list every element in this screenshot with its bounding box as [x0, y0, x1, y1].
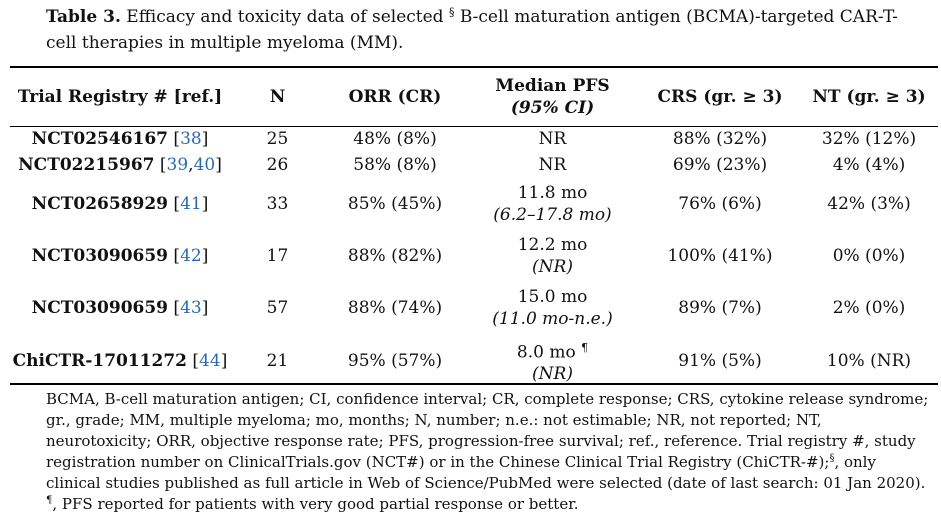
header-nt: NT (gr. ≥ 3): [812, 87, 926, 107]
caption-label: Table 3.: [46, 7, 121, 27]
reference-link[interactable]: 41: [180, 194, 202, 214]
cell-trial: NCT03090659 [43]: [10, 282, 230, 334]
trial-id: NCT02546167: [31, 129, 169, 149]
reference-link[interactable]: 44: [199, 351, 221, 371]
table-body: NCT02546167 [38] 25 48% (8%) NR 88% (32%) 32%…: [10, 126, 938, 388]
cell-orr: 88% (74%): [347, 298, 443, 318]
cell-trial: ChiCTR-17011272 [44]: [10, 334, 230, 388]
header-crs: CRS (gr. ≥ 3): [657, 87, 783, 107]
pfs-pilcrow-mark: ¶: [581, 340, 589, 354]
reference-link[interactable]: 39: [166, 155, 189, 175]
header-pfs: Median PFS (95% CI): [465, 68, 640, 126]
footnote-selection-note: , only clinical studies published as ful…: [46, 453, 926, 492]
cell-nt: 10% (NR): [826, 351, 912, 371]
header-row: Trial Registry # [ref.] N ORR (CR) Media…: [10, 68, 938, 126]
footnote-pfs-note: , PFS reported for patients with very go…: [52, 495, 579, 513]
efficacy-table: Trial Registry # [ref.] N ORR (CR) Media…: [10, 68, 938, 388]
footnote-section-mark: §: [829, 453, 835, 464]
cell-pfs: NR: [465, 126, 640, 152]
footnote-abbreviations: BCMA, B-cell maturation antigen; CI, con…: [46, 390, 929, 471]
pfs-median: NR: [538, 129, 567, 149]
cell-orr: 95% (57%): [347, 351, 443, 371]
cell-orr: 88% (82%): [347, 246, 443, 266]
cell-pfs: 11.8 mo (6.2–17.8 mo): [465, 178, 640, 230]
table-row: NCT03090659 [43] 57 88% (74%) 15.0 mo (11.0 …: [10, 282, 938, 334]
table-bottom-rule: [10, 383, 938, 385]
header-n: N: [269, 87, 286, 107]
reference-link[interactable]: 43: [180, 298, 202, 318]
cell-pfs: 12.2 mo (NR): [465, 230, 640, 282]
cell-n: 25: [266, 129, 289, 149]
trial-id: NCT02215967: [18, 155, 155, 175]
trial-ref: [44]: [187, 351, 228, 371]
cell-trial: NCT02215967 [39,40]: [10, 152, 230, 178]
cell-pfs: 15.0 mo (11.0 mo-n.e.): [465, 282, 640, 334]
cell-n: 26: [266, 155, 289, 175]
caption-text-after: B-cell maturation antigen (BCMA)-targete…: [46, 7, 898, 53]
caption-text-before: Efficacy and toxicity data of selected: [126, 7, 444, 27]
trial-ref: [41]: [168, 194, 209, 214]
trial-id: NCT03090659: [31, 246, 169, 266]
pfs-median: NR: [538, 155, 567, 175]
header-pfs-line2: (95% CI): [510, 98, 595, 118]
cell-crs: 89% (7%): [678, 298, 762, 318]
table-top-rule: [10, 66, 938, 68]
cell-nt: 42% (3%): [827, 194, 911, 214]
footnote-pilcrow-mark: ¶: [46, 495, 53, 506]
pfs-median: 11.8 mo: [517, 183, 588, 203]
table-row: NCT02546167 [38] 25 48% (8%) NR 88% (32%) 32%…: [10, 126, 938, 152]
cell-crs: 69% (23%): [672, 155, 768, 175]
cell-orr: 85% (45%): [347, 194, 443, 214]
header-trial: Trial Registry # [ref.]: [17, 87, 223, 107]
table-header-rule: [10, 126, 938, 127]
cell-pfs: NR: [465, 152, 640, 178]
cell-trial: NCT02546167 [38]: [10, 126, 230, 152]
reference-link[interactable]: 42: [180, 246, 202, 266]
pfs-median: 12.2 mo: [517, 235, 588, 255]
cell-n: 57: [266, 298, 289, 318]
trial-id: NCT03090659: [31, 298, 169, 318]
cell-crs: 88% (32%): [672, 129, 768, 149]
cell-n: 33: [266, 194, 289, 214]
caption-section-mark: §: [448, 5, 455, 19]
trial-ref: [39,40]: [154, 155, 222, 175]
cell-crs: 91% (5%): [678, 351, 762, 371]
trial-ref: [42]: [168, 246, 209, 266]
table-row: ChiCTR-17011272 [44] 21 95% (57%) 8.0 mo ¶ (…: [10, 334, 938, 388]
cell-n: 21: [266, 351, 289, 371]
table-row: NCT02215967 [39,40] 26 58% (8%) NR 69% (23%)…: [10, 152, 938, 178]
table-caption: Table 3. Efficacy and toxicity data of s…: [46, 4, 926, 56]
cell-trial: NCT02658929 [41]: [10, 178, 230, 230]
table-row: NCT03090659 [42] 17 88% (82%) 12.2 mo (NR) 10…: [10, 230, 938, 282]
pfs-ci: (NR): [532, 364, 573, 385]
header-pfs-line1: Median PFS: [495, 76, 610, 96]
cell-nt: 2% (0%): [832, 298, 906, 318]
reference-link[interactable]: 38: [180, 129, 202, 149]
reference-link[interactable]: 40: [193, 155, 216, 175]
cell-pfs: 8.0 mo ¶ (NR): [465, 334, 640, 388]
cell-nt: 4% (4%): [832, 155, 906, 175]
table-row: NCT02658929 [41] 33 85% (45%) 11.8 mo (6.2–1…: [10, 178, 938, 230]
table-footnote: BCMA, B-cell maturation antigen; CI, con…: [46, 389, 931, 515]
cell-nt: 0% (0%): [832, 246, 906, 266]
trial-ref: [38]: [168, 129, 209, 149]
cell-orr: 48% (8%): [353, 129, 437, 149]
trial-ref: [43]: [168, 298, 209, 318]
cell-crs: 76% (6%): [678, 194, 762, 214]
cell-n: 17: [266, 246, 289, 266]
trial-id: NCT02658929: [31, 194, 169, 214]
cell-nt: 32% (12%): [821, 129, 917, 149]
trial-id: ChiCTR-17011272: [12, 351, 187, 371]
pfs-median: 15.0 mo: [517, 287, 588, 307]
pfs-ci: (11.0 mo-n.e.): [492, 309, 613, 329]
cell-crs: 100% (41%): [667, 246, 773, 266]
header-orr: ORR (CR): [348, 87, 442, 107]
pfs-median: 8.0 mo: [516, 342, 576, 363]
cell-trial: NCT03090659 [42]: [10, 230, 230, 282]
pfs-ci: (NR): [532, 257, 573, 277]
pfs-ci: (6.2–17.8 mo): [493, 205, 612, 225]
cell-orr: 58% (8%): [353, 155, 437, 175]
